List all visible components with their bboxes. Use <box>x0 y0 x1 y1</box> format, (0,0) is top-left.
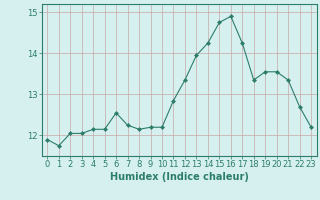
X-axis label: Humidex (Indice chaleur): Humidex (Indice chaleur) <box>110 172 249 182</box>
